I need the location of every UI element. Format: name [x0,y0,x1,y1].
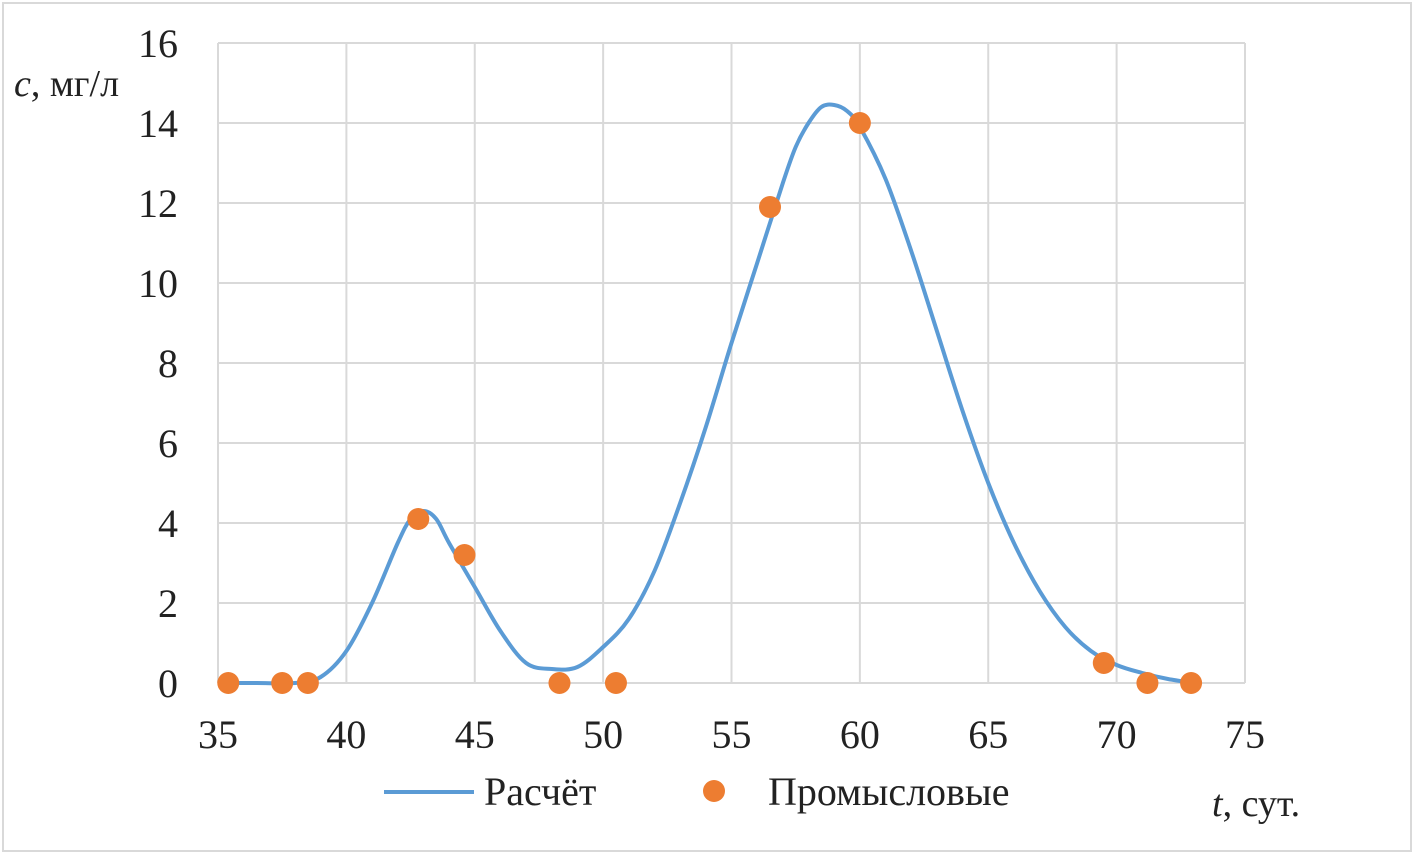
data-point-promyslovye [271,672,294,694]
x-tick-label: 75 [1225,712,1265,757]
data-point-promyslovye [604,672,627,694]
y-axis-variable: c [14,63,31,105]
data-point-promyslovye [1136,672,1159,694]
x-tick-label: 60 [840,712,880,757]
legend-marker-swatch [703,780,725,802]
y-axis-label: c, мг/л [14,63,119,105]
x-axis-label: t, сут. [1212,783,1300,825]
x-tick-label: 55 [712,712,752,757]
series-line-raschet [217,102,1194,686]
y-tick-label: 12 [138,181,178,226]
y-tick-label: 4 [158,501,178,546]
y-tick-label: 10 [138,261,178,306]
x-axis-variable: t [1212,783,1224,825]
y-tick-label: 8 [158,341,178,386]
data-point-promyslovye [1180,672,1203,694]
data-point-promyslovye [1092,652,1115,674]
y-tick-label: 16 [138,21,178,66]
x-tick-label: 70 [1097,712,1137,757]
data-point-promyslovye [848,112,871,134]
y-tick-label: 14 [138,101,178,146]
data-point-promyslovye [296,672,319,694]
data-point-promyslovye [407,508,430,530]
x-tick-label: 35 [198,712,238,757]
data-point-promyslovye [217,672,240,694]
x-axis-unit: , сут. [1223,783,1301,825]
data-point-promyslovye [759,196,782,218]
y-tick-label: 2 [158,581,178,626]
data-point-promyslovye [453,544,476,566]
x-tick-label: 65 [968,712,1008,757]
x-tick-label: 50 [583,712,623,757]
x-tick-label: 40 [326,712,366,757]
y-axis-unit: , мг/л [31,63,119,105]
x-tick-label: 45 [455,712,495,757]
y-tick-label: 0 [158,661,178,706]
data-point-promyslovye [548,672,571,694]
legend-label-promyslovye: Промысловые [768,769,1010,814]
y-tick-label: 6 [158,421,178,466]
legend-label-raschet: Расчёт [484,769,596,814]
